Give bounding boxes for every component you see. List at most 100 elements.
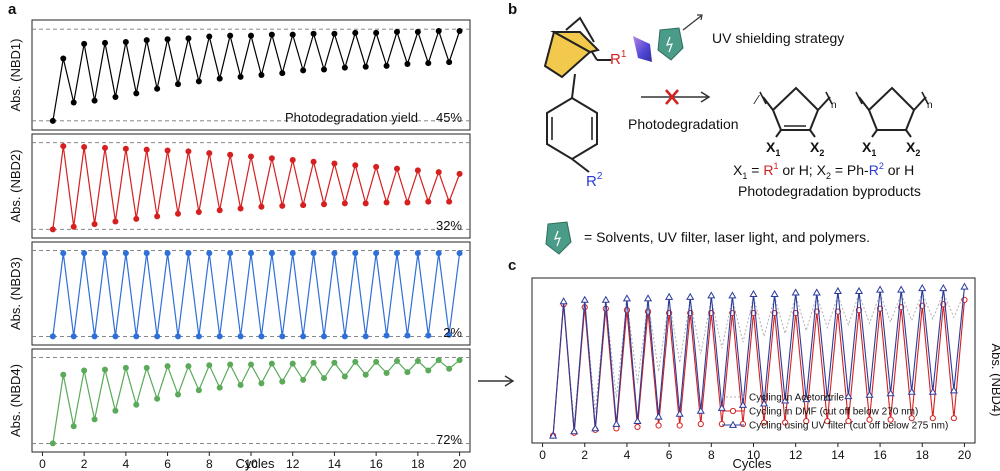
data-point — [791, 288, 800, 296]
data-point — [394, 358, 400, 365]
panel-label-a: a — [8, 1, 17, 18]
x-tick-label: 18 — [411, 457, 425, 471]
data-point — [897, 285, 906, 293]
reaction-arrow — [641, 89, 711, 105]
data-point — [866, 416, 873, 423]
x-tick-label: 14 — [831, 448, 845, 462]
shield-legend-text: = Solvents, UV filter, laser light, and … — [584, 229, 870, 245]
panel-a-stacked-charts: Abs. (NBD1)45%Photodegradation yieldAbs.… — [8, 19, 471, 471]
data-point — [886, 389, 895, 397]
data-point — [133, 401, 140, 408]
data-point — [122, 364, 129, 371]
x-tick-label: 6 — [164, 457, 171, 471]
x-tick-label: 10 — [747, 448, 761, 462]
legend-marker — [728, 420, 738, 428]
data-point — [154, 395, 161, 402]
byproduct-structure-1: ⁄ n X1 X2 — [753, 86, 837, 158]
data-point — [91, 416, 98, 423]
data-point — [164, 36, 171, 43]
data-point — [154, 333, 161, 340]
data-point — [728, 291, 737, 299]
data-point — [237, 205, 244, 212]
data-point — [414, 167, 421, 174]
data-point — [237, 382, 244, 389]
series-line — [52, 359, 460, 444]
data-point — [206, 362, 213, 369]
x-tick-label: 4 — [123, 457, 130, 471]
data-point — [352, 358, 359, 365]
data-point — [143, 146, 150, 153]
y-axis-label: Abs. (NBD3) — [8, 257, 23, 330]
data-point — [268, 360, 275, 367]
byproducts-caption: Photodegradation byproducts — [738, 183, 921, 199]
data-point — [102, 366, 108, 373]
data-point — [425, 60, 432, 67]
data-point — [227, 151, 234, 158]
shield-icon — [657, 27, 684, 61]
uv-beam-icon — [633, 36, 652, 62]
subplot-4: Abs. (NBD4) 72% — [8, 348, 471, 453]
data-point — [81, 367, 88, 374]
data-point — [216, 207, 223, 214]
data-point — [164, 250, 171, 257]
data-point — [362, 63, 369, 70]
data-point — [81, 250, 88, 257]
subplot-3: Abs. (NBD3) 2% — [8, 241, 471, 346]
data-point — [404, 61, 411, 67]
data-point — [697, 420, 704, 428]
data-point — [446, 59, 453, 66]
data-point — [717, 403, 726, 411]
data-point — [185, 148, 192, 155]
data-point — [49, 440, 56, 447]
data-point — [91, 221, 98, 228]
data-point — [414, 250, 421, 257]
data-point — [352, 250, 359, 257]
y-axis-label: Abs. (NBD4) — [8, 364, 23, 437]
data-point — [823, 393, 832, 401]
data-point — [876, 285, 885, 293]
data-point — [373, 163, 380, 170]
data-point — [960, 282, 969, 290]
legend-label: Cycling using UV filter (cut off below 2… — [749, 421, 948, 432]
data-point — [739, 420, 747, 428]
data-point — [456, 250, 463, 257]
data-point — [248, 361, 254, 368]
data-point — [300, 333, 307, 340]
data-point — [49, 117, 56, 124]
panel-label-b: b — [508, 1, 517, 18]
data-point — [383, 62, 390, 69]
x-tick-label: 10 — [244, 457, 258, 471]
data-point — [425, 198, 432, 205]
byproduct-definition: X1 = R1 or H; X2 = Ph-R2 or H — [733, 161, 914, 181]
data-point — [195, 333, 202, 340]
data-point — [331, 250, 338, 257]
data-point — [425, 332, 432, 339]
data-point — [718, 420, 725, 428]
data-point — [91, 333, 98, 340]
data-point — [633, 416, 642, 424]
panel-a-x-axis-title: Cycles — [235, 456, 275, 471]
panel-c-chart: 0 2 4 6 8 10 12 14 16 18 20 Cycling in Acetonitrile… — [531, 277, 976, 462]
data-point — [602, 305, 609, 312]
x-tick-label: 16 — [369, 457, 383, 471]
data-point — [122, 250, 129, 257]
data-point — [760, 419, 768, 426]
data-point — [446, 331, 453, 338]
data-point — [686, 292, 695, 300]
data-point — [414, 28, 421, 35]
data-point — [185, 35, 192, 42]
data-point — [812, 288, 821, 296]
data-point — [289, 250, 296, 257]
x-tick-label: 14 — [328, 457, 342, 471]
data-point — [175, 391, 181, 398]
data-point — [623, 307, 631, 314]
x1-label: X1 — [766, 139, 780, 158]
data-point — [949, 386, 958, 394]
subplot-frame — [31, 133, 471, 239]
subplot-2: Abs. (NBD2) 32% — [8, 133, 471, 239]
data-point — [195, 387, 202, 394]
data-point — [435, 357, 442, 364]
data-point — [70, 99, 77, 106]
byproduct-structure-2: n X1 X2 — [855, 86, 933, 158]
data-point — [185, 363, 192, 370]
